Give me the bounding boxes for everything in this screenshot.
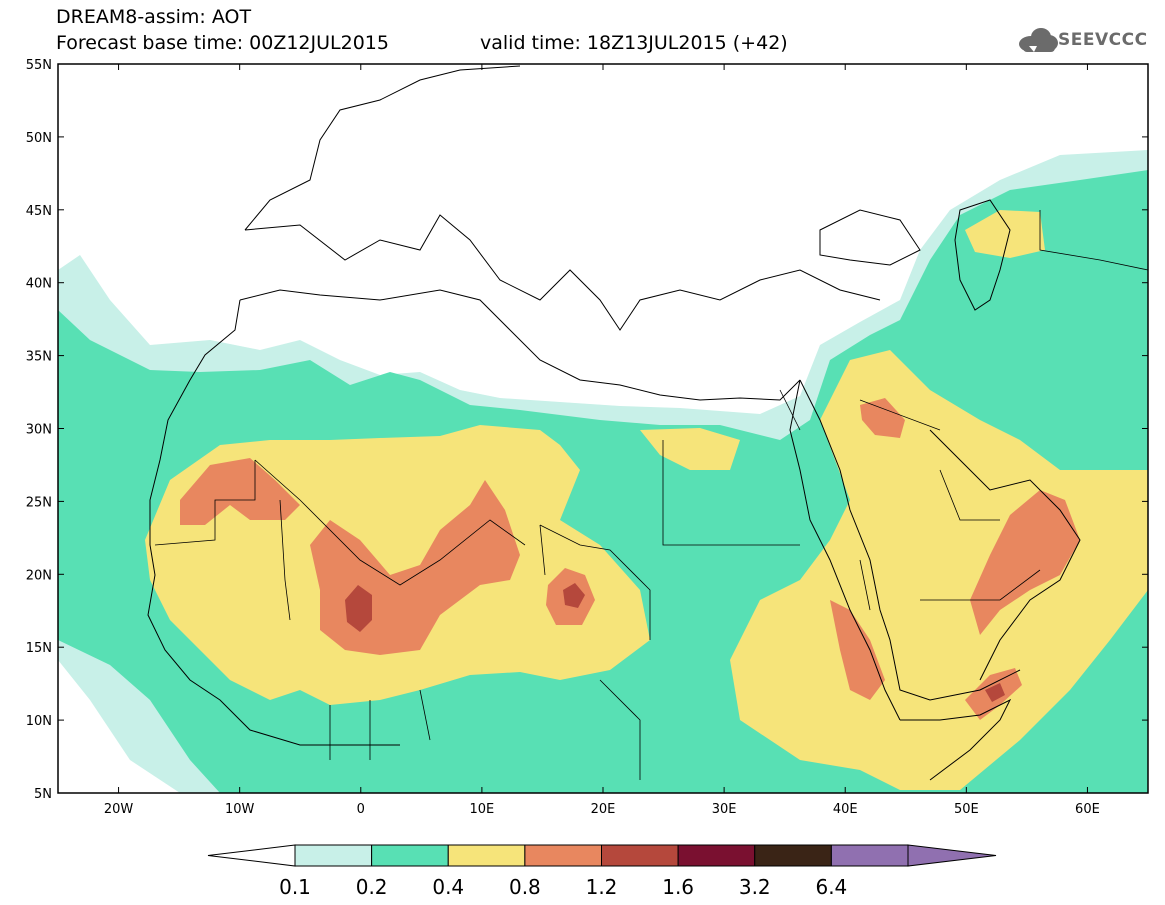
coast-europe-south bbox=[244, 214, 881, 331]
seevccc-logo bbox=[1019, 28, 1058, 52]
colorbar-label: 6.4 bbox=[815, 875, 847, 899]
valid-time: valid time: 18Z13JUL2015 (+42) bbox=[480, 32, 788, 54]
colorbar-swatch bbox=[371, 844, 449, 867]
colorbar-label: 3.2 bbox=[739, 875, 771, 899]
aot-contours bbox=[58, 150, 1148, 793]
colorbar-label: 0.4 bbox=[432, 875, 464, 899]
coast-mediterranean-south bbox=[239, 289, 801, 401]
coast-red-sea-west bbox=[789, 379, 901, 721]
colorbar-swatch bbox=[677, 844, 756, 867]
lat-tick-label: 50N bbox=[26, 131, 52, 146]
colorbar-swatch bbox=[754, 844, 832, 867]
aot-band-1-2-b bbox=[563, 583, 585, 608]
coastlines bbox=[147, 65, 1081, 781]
lat-tick-label: 5N bbox=[34, 787, 52, 802]
lat-tick-label: 55N bbox=[26, 58, 52, 73]
coast-arabia-east bbox=[929, 429, 1081, 681]
colorbar-arrow-high bbox=[907, 844, 997, 867]
lat-tick-label: 45N bbox=[26, 204, 52, 219]
map-title: DREAM8-assim: AOT bbox=[56, 6, 252, 28]
lat-tick-label: 10N bbox=[26, 714, 52, 729]
colorbar: 0.1 0.2 0.4 0.8 1.2 1.6 3.2 6.4 bbox=[207, 844, 997, 899]
colorbar-label: 1.6 bbox=[662, 875, 694, 899]
lat-tick-label: 35N bbox=[26, 350, 52, 365]
colorbar-label: 0.2 bbox=[356, 875, 388, 899]
coast-red-sea-east bbox=[799, 379, 1021, 701]
forecast-base-time: Forecast base time: 00Z12JUL2015 bbox=[56, 32, 389, 54]
aot-band-1-2-a bbox=[345, 585, 372, 632]
aot-band-1-2-c bbox=[985, 683, 1005, 702]
colorbar-label: 0.1 bbox=[279, 875, 311, 899]
colorbar-arrow-low bbox=[207, 844, 296, 867]
colorbar-swatch bbox=[601, 844, 679, 867]
coast-africa-west bbox=[147, 299, 400, 746]
coast-caspian bbox=[954, 199, 1011, 311]
latitude-axis: 55N 50N 45N 40N 35N 30N 25N 20N 15N 10N 5N bbox=[26, 58, 1148, 802]
lon-tick-label: 10E bbox=[470, 802, 495, 817]
coast-black-sea bbox=[819, 209, 921, 266]
lat-tick-label: 20N bbox=[26, 568, 52, 583]
lon-tick-label: 50E bbox=[954, 802, 979, 817]
lat-tick-label: 40N bbox=[26, 277, 52, 292]
lat-tick-label: 30N bbox=[26, 423, 52, 438]
aot-band-0-8-e bbox=[970, 490, 1080, 635]
colorbar-swatch bbox=[294, 844, 373, 867]
cloud-icon bbox=[1019, 28, 1058, 52]
aot-band-0-4-north bbox=[965, 210, 1045, 258]
logo-text: SEEVCCC bbox=[1058, 30, 1148, 50]
longitude-axis: 20W 10W 0 10E 20E 30E 40E 50E 60E bbox=[104, 64, 1100, 817]
aot-band-0-4-egypt bbox=[640, 428, 740, 470]
lat-tick-label: 15N bbox=[26, 641, 52, 656]
lon-tick-label: 20E bbox=[591, 802, 616, 817]
aot-band-0-8-a bbox=[180, 458, 300, 525]
lat-tick-label: 25N bbox=[26, 495, 52, 510]
lon-tick-label: 30E bbox=[712, 802, 737, 817]
colorbar-swatch bbox=[830, 844, 909, 867]
colorbar-swatch bbox=[447, 844, 526, 867]
lon-tick-label: 20W bbox=[104, 802, 134, 817]
coast-europe-west bbox=[244, 65, 521, 231]
aot-band-0-8-d bbox=[860, 398, 905, 438]
borders bbox=[154, 210, 1148, 780]
colorbar-label: 0.8 bbox=[509, 875, 541, 899]
colorbar-swatch bbox=[524, 844, 602, 867]
coast-horn-africa bbox=[900, 698, 1012, 781]
aot-band-0-8-f bbox=[830, 600, 885, 700]
lon-tick-label: 60E bbox=[1075, 802, 1100, 817]
lon-tick-label: 0 bbox=[357, 802, 365, 817]
lon-tick-label: 40E bbox=[833, 802, 858, 817]
aot-band-0-4-east bbox=[730, 350, 1148, 790]
colorbar-label: 1.2 bbox=[586, 875, 618, 899]
lon-tick-label: 10W bbox=[225, 802, 255, 817]
border-lines bbox=[154, 210, 1148, 780]
